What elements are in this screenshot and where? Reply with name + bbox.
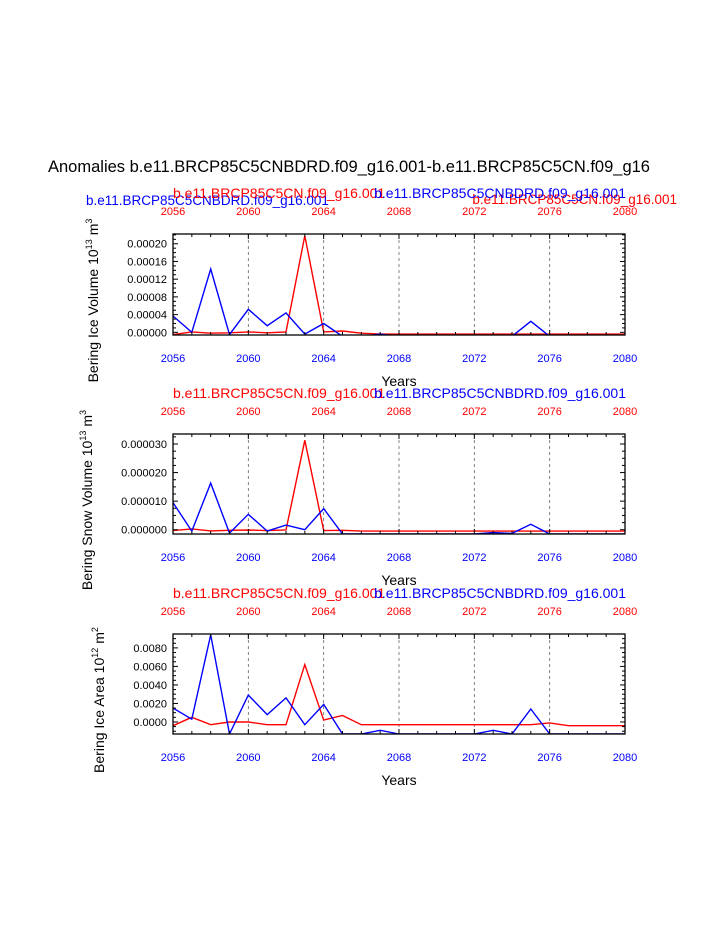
x-tick-label-top: 2064	[311, 206, 335, 218]
x-tick-label-bottom: 2080	[613, 552, 637, 564]
x-tick-label-top: 2068	[387, 406, 411, 418]
y-tick-label: 0.00016	[127, 256, 167, 268]
panel-subtitle-control: b.e11.BRCP85C5CN.f09_g16.001	[173, 185, 385, 201]
y-tick-label: 0.000000	[121, 525, 167, 537]
x-tick-label-top: 2068	[387, 606, 411, 618]
figure-right-subtitle: b.e11.BRCP85C5CN.f09_g16.001	[472, 192, 677, 207]
panel-subtitle-control: b.e11.BRCP85C5CN.f09_g16.001	[173, 585, 385, 601]
x-axis-title: Years	[381, 772, 416, 788]
x-tick-label-top: 2076	[537, 606, 561, 618]
x-tick-label-top: 2056	[161, 606, 185, 618]
x-tick-label-top: 2072	[462, 406, 486, 418]
figure-title: Anomalies b.e11.BRCP85C5CNBDRD.f09_g16.0…	[48, 158, 650, 176]
y-tick-label: 0.0080	[133, 643, 167, 655]
y-tick-label: 0.00012	[127, 274, 167, 286]
x-tick-label-top: 2064	[311, 606, 335, 618]
y-tick-label: 0.000020	[121, 468, 167, 480]
panel-subtitle-experiment: b.e11.BRCP85C5CNBDRD.f09_g16.001	[374, 385, 626, 401]
y-axis-title: Bering Snow Volume 1013 m3	[78, 410, 95, 590]
x-tick-label-top: 2080	[613, 606, 637, 618]
panels: 0.00000 0.00004 0.00008 0.00012 0.00016 0.000…	[78, 185, 637, 788]
x-tick-label-bottom: 2056	[161, 552, 185, 564]
y-axis-title-unit-exponent: 3	[84, 219, 94, 224]
y-axis-title: Bering Ice Area 1012 m2	[90, 627, 107, 773]
y-axis-title-unit-exponent: 3	[78, 410, 88, 415]
x-tick-label-top: 2076	[537, 406, 561, 418]
y-tick-label: 0.000010	[121, 496, 167, 508]
y-tick-label: 0.0040	[133, 680, 167, 692]
x-tick-label-bottom: 2064	[311, 752, 335, 764]
panel-subtitle-experiment: b.e11.BRCP85C5CNBDRD.f09_g16.001	[374, 185, 626, 201]
x-axis-title: Years	[381, 572, 416, 588]
x-tick-label-bottom: 2060	[236, 353, 260, 365]
y-tick-label: 0.0020	[133, 698, 167, 710]
chart-panel-bering-ice-area: 0.0000 0.0020 0.0040 0.0060 0.0080 2056 2056 20…	[90, 585, 637, 788]
x-tick-label-top: 2068	[387, 206, 411, 218]
x-tick-label-top: 2076	[537, 206, 561, 218]
y-axis-title-unit-exponent: 2	[90, 627, 100, 632]
x-tick-label-bottom: 2072	[462, 752, 486, 764]
x-tick-label-bottom: 2068	[387, 353, 411, 365]
y-axis-title-main: Bering Ice Volume 10	[85, 249, 101, 382]
y-tick-label: 0.00020	[127, 239, 167, 251]
x-tick-label-bottom: 2076	[537, 552, 561, 564]
x-tick-label-bottom: 2076	[537, 752, 561, 764]
panel-subtitle-experiment: b.e11.BRCP85C5CNBDRD.f09_g16.001	[374, 585, 626, 601]
x-tick-label-bottom: 2072	[462, 552, 486, 564]
x-tick-label-bottom: 2056	[161, 752, 185, 764]
x-tick-label-bottom: 2080	[613, 752, 637, 764]
x-tick-label-top: 2064	[311, 406, 335, 418]
x-tick-label-top: 2060	[236, 606, 260, 618]
x-tick-label-bottom: 2068	[387, 552, 411, 564]
x-tick-label-bottom: 2068	[387, 752, 411, 764]
x-tick-label-top: 2060	[236, 206, 260, 218]
y-axis-title-unit: m	[85, 224, 101, 236]
x-tick-label-bottom: 2076	[537, 353, 561, 365]
x-tick-label-bottom: 2064	[311, 353, 335, 365]
x-tick-label-top: 2056	[161, 406, 185, 418]
x-tick-label-top: 2072	[462, 606, 486, 618]
y-tick-label: 0.000030	[121, 439, 167, 451]
y-axis-title-unit: m	[91, 632, 107, 644]
x-tick-label-bottom: 2080	[613, 353, 637, 365]
series-line-experiment	[173, 634, 625, 734]
x-tick-label-bottom: 2056	[161, 353, 185, 365]
x-tick-label-top: 2056	[161, 206, 185, 218]
y-axis-title-exponent: 13	[84, 239, 94, 249]
series-line-experiment	[173, 266, 550, 335]
y-axis-title: Bering Ice Volume 1013 m3	[84, 219, 101, 383]
x-tick-label-top: 2072	[462, 206, 486, 218]
y-axis-title-main: Bering Ice Area 10	[91, 658, 107, 773]
y-tick-label: 0.00004	[127, 310, 167, 322]
y-axis-title-unit: m	[79, 415, 95, 427]
chart-panel-bering-snow-volume: 0.000000 0.000010 0.000020 0.000030 2056 2056…	[78, 385, 637, 590]
figure-left-subtitle: b.e11.BRCP85C5CNBDRD.f09_g16.001	[86, 193, 329, 208]
x-tick-label-bottom: 2072	[462, 353, 486, 365]
y-tick-label: 0.00008	[127, 292, 167, 304]
x-tick-label-bottom: 2060	[236, 752, 260, 764]
y-axis-title-exponent: 13	[78, 431, 88, 441]
y-tick-label: 0.0060	[133, 661, 167, 673]
y-axis-title-exponent: 12	[90, 648, 100, 658]
x-tick-label-bottom: 2060	[236, 552, 260, 564]
y-axis-title-main: Bering Snow Volume 10	[79, 440, 95, 590]
x-axis-title: Years	[381, 373, 416, 389]
panel-subtitle-control: b.e11.BRCP85C5CN.f09_g16.001	[173, 385, 385, 401]
y-tick-label: 0.0000	[133, 717, 167, 729]
x-tick-label-top: 2060	[236, 406, 260, 418]
series-line-experiment	[173, 481, 625, 534]
x-tick-label-top: 2080	[613, 406, 637, 418]
x-tick-label-bottom: 2064	[311, 552, 335, 564]
y-tick-label: 0.00000	[127, 327, 167, 339]
chart-panel-bering-ice-volume: 0.00000 0.00004 0.00008 0.00012 0.00016 0.000…	[84, 185, 637, 389]
x-tick-label-top: 2080	[613, 206, 637, 218]
series-line-control	[173, 662, 625, 727]
